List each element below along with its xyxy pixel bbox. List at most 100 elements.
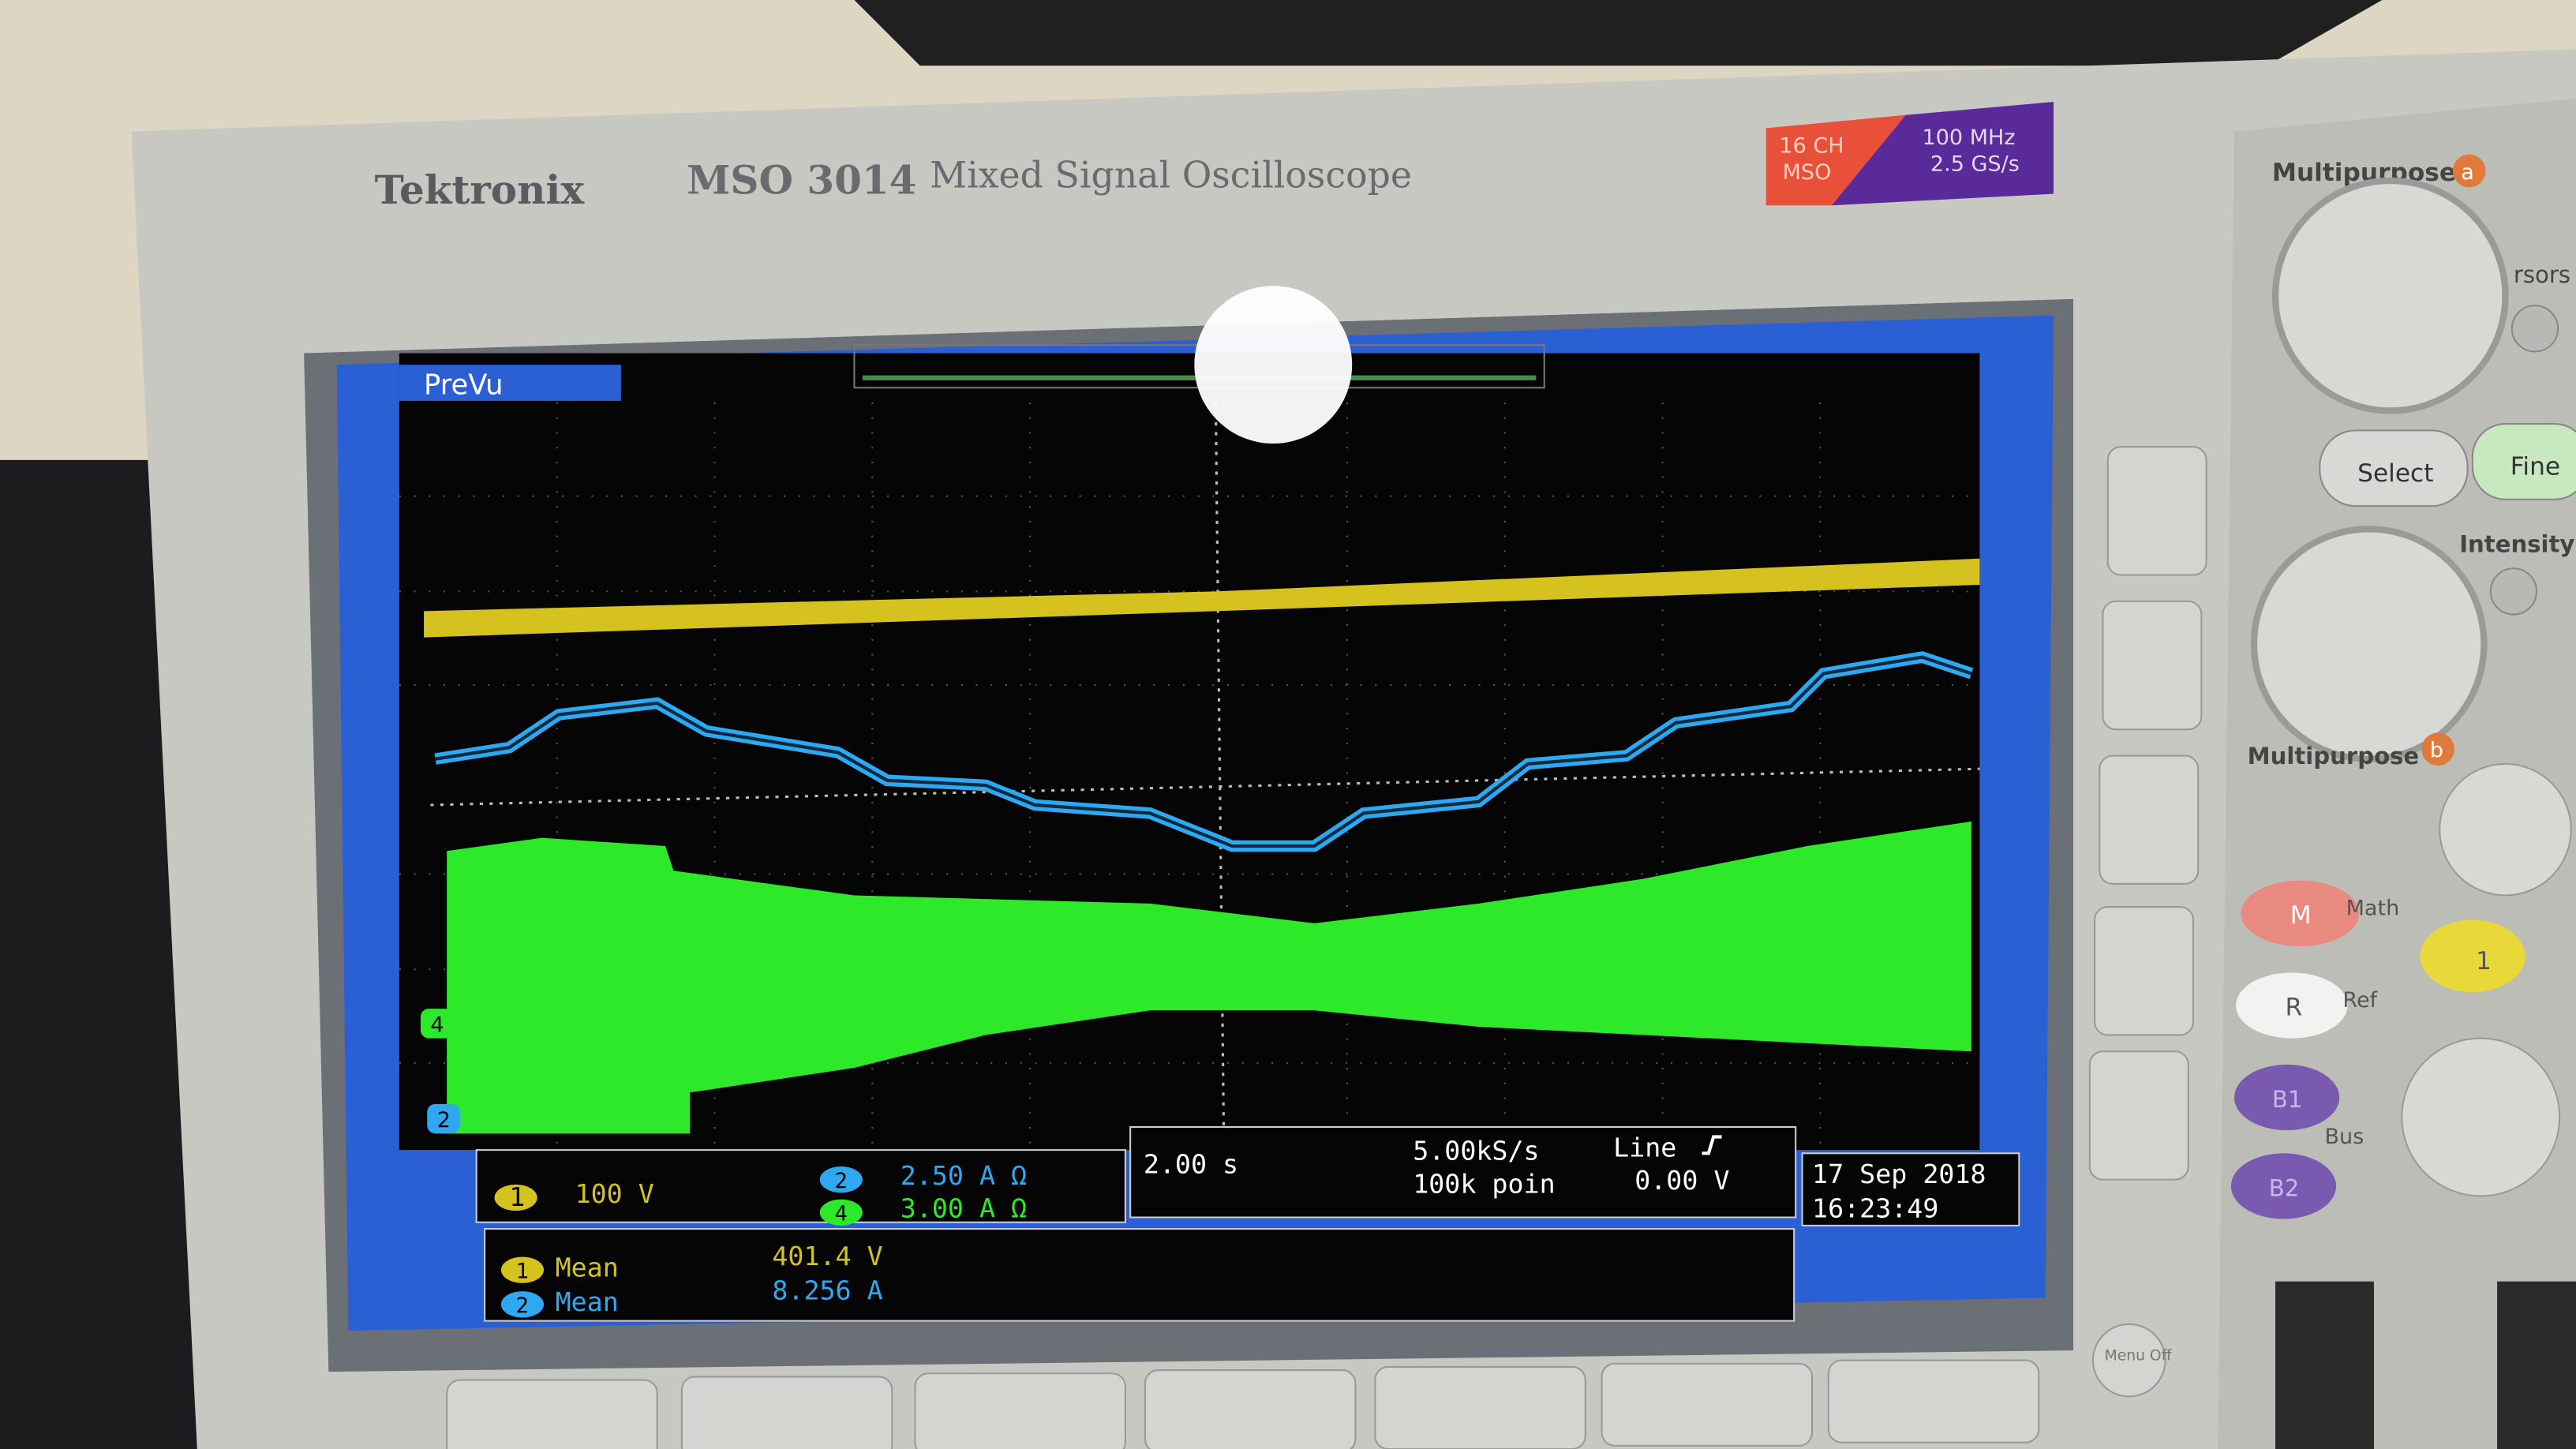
- menu-off-label: Menu Off: [2105, 1348, 2173, 1365]
- trigger-level: 0.00 V: [1634, 1165, 1729, 1196]
- bandwidth: 100 MHz: [1923, 125, 2016, 150]
- sample-rate: 5.00kS/s: [1413, 1136, 1539, 1166]
- multipurpose-b-label: Multipurpose: [2248, 743, 2420, 769]
- ref-label: Ref: [2342, 988, 2378, 1013]
- trace-ch4: [447, 821, 1971, 1134]
- ground-marker-label: 2: [437, 1108, 451, 1133]
- side-buttons: [2088, 446, 2207, 1181]
- date: 17 Sep 2018: [1812, 1159, 1986, 1189]
- ch-badge: [819, 1166, 863, 1193]
- measurement-label: Mean: [556, 1252, 619, 1282]
- ch-number: 1: [509, 1181, 525, 1212]
- ch-badge: [819, 1199, 863, 1226]
- math-button[interactable]: [2241, 880, 2360, 947]
- bottom-button[interactable]: [1601, 1362, 1814, 1447]
- mode-label: PreVu: [424, 369, 503, 402]
- fine-label: Fine: [2510, 453, 2560, 481]
- record-length: 100k poin: [1413, 1168, 1555, 1199]
- math-label: Math: [2346, 896, 2400, 920]
- vertical-knob[interactable]: [2401, 1037, 2561, 1197]
- trigger-source: Line: [1613, 1132, 1676, 1163]
- ch-number: 4: [834, 1202, 847, 1226]
- knob-b-badge: [2421, 732, 2454, 766]
- ch-badge: [494, 1184, 537, 1211]
- acquisition-readout: [1129, 1125, 1797, 1219]
- knob-b-letter: b: [2430, 739, 2443, 763]
- select-label: Select: [2357, 459, 2433, 488]
- bottom-button[interactable]: [1827, 1359, 2040, 1443]
- ref-button[interactable]: [2236, 972, 2348, 1039]
- ch-scale: 2.50 A Ω: [900, 1160, 1027, 1191]
- bus2-button[interactable]: [2230, 1153, 2337, 1219]
- center-vertical: [1214, 402, 1226, 1151]
- bnc-connector: [2497, 1281, 2576, 1449]
- model: MSO 3014: [687, 157, 916, 204]
- bottom-buttons: [446, 1359, 2040, 1449]
- badge-type: MSO: [1783, 160, 1832, 185]
- measurement-readout: [484, 1228, 1795, 1322]
- knob-a[interactable]: [2271, 177, 2509, 414]
- timebase: 2.00 s: [1144, 1148, 1238, 1179]
- measurement-value: 401.4 V: [772, 1241, 882, 1271]
- badge-right: [1832, 102, 2054, 206]
- ch-number: 1: [516, 1260, 529, 1284]
- description: Mixed Signal Oscilloscope: [930, 153, 1412, 196]
- cursors-label: rsors: [2514, 261, 2570, 288]
- prevu-tab: [399, 365, 621, 401]
- channel-readout: [475, 1149, 1126, 1223]
- sample-rate-badge: 2.5 GS/s: [1930, 152, 2020, 176]
- ch-number: 2: [834, 1169, 847, 1193]
- ground-marker: [427, 1103, 460, 1134]
- ground-marker: [420, 1009, 454, 1039]
- bottom-button[interactable]: [1144, 1369, 1357, 1449]
- trace-ch1: [424, 558, 1980, 638]
- bus-label: Bus: [2325, 1125, 2364, 1149]
- side-button[interactable]: [2106, 446, 2207, 576]
- bottom-button[interactable]: [446, 1379, 658, 1449]
- side-button[interactable]: [2102, 600, 2203, 731]
- ch-badge: [500, 1256, 545, 1283]
- bottom-button[interactable]: [1374, 1365, 1586, 1449]
- bnc-connector: [2275, 1281, 2374, 1449]
- knob-a-letter: a: [2461, 160, 2474, 185]
- side-button[interactable]: [2088, 1050, 2189, 1181]
- ch-number: 2: [516, 1294, 529, 1318]
- side-button[interactable]: [2094, 906, 2195, 1036]
- ch1-key: 1: [2476, 947, 2492, 975]
- intensity-label: Intensity: [2459, 530, 2574, 557]
- position-knob[interactable]: [2439, 762, 2572, 897]
- bottom-button[interactable]: [914, 1372, 1126, 1449]
- bottom-button[interactable]: [680, 1376, 893, 1449]
- intensity-button[interactable]: [2489, 567, 2538, 616]
- select-button[interactable]: [2319, 429, 2469, 507]
- cable: [854, 0, 2383, 66]
- measurement-label: Mean: [556, 1286, 619, 1317]
- math-key: M: [2290, 901, 2312, 930]
- time: 16:23:49: [1812, 1193, 1938, 1223]
- center-horizontal: [430, 767, 1980, 807]
- trigger-slope: [1702, 1135, 1722, 1155]
- bus2-key: B2: [2269, 1174, 2300, 1201]
- ch-badge: [500, 1291, 545, 1318]
- bus1-key: B1: [2272, 1086, 2303, 1113]
- ground-marker-label: 4: [430, 1013, 444, 1037]
- glare: [1194, 286, 1353, 444]
- clock-readout: [1801, 1152, 2020, 1226]
- side-button[interactable]: [2099, 754, 2200, 885]
- ch-scale: 3.00 A Ω: [900, 1193, 1027, 1223]
- brand: Tektronix: [375, 167, 586, 213]
- knob-a-badge: [2452, 154, 2486, 188]
- measurement-value: 8.256 A: [772, 1275, 882, 1306]
- cursors-button[interactable]: [2510, 305, 2559, 353]
- knob-b[interactable]: [2250, 526, 2488, 762]
- fine-button[interactable]: [2471, 423, 2576, 500]
- menu-off-button[interactable]: [2091, 1323, 2166, 1398]
- bus1-button[interactable]: [2234, 1064, 2340, 1131]
- ch-scale: 100 V: [575, 1178, 654, 1209]
- ref-key: R: [2286, 993, 2303, 1021]
- badge-channels: 16 CH: [1779, 134, 1844, 159]
- ch1-button[interactable]: [2420, 919, 2525, 993]
